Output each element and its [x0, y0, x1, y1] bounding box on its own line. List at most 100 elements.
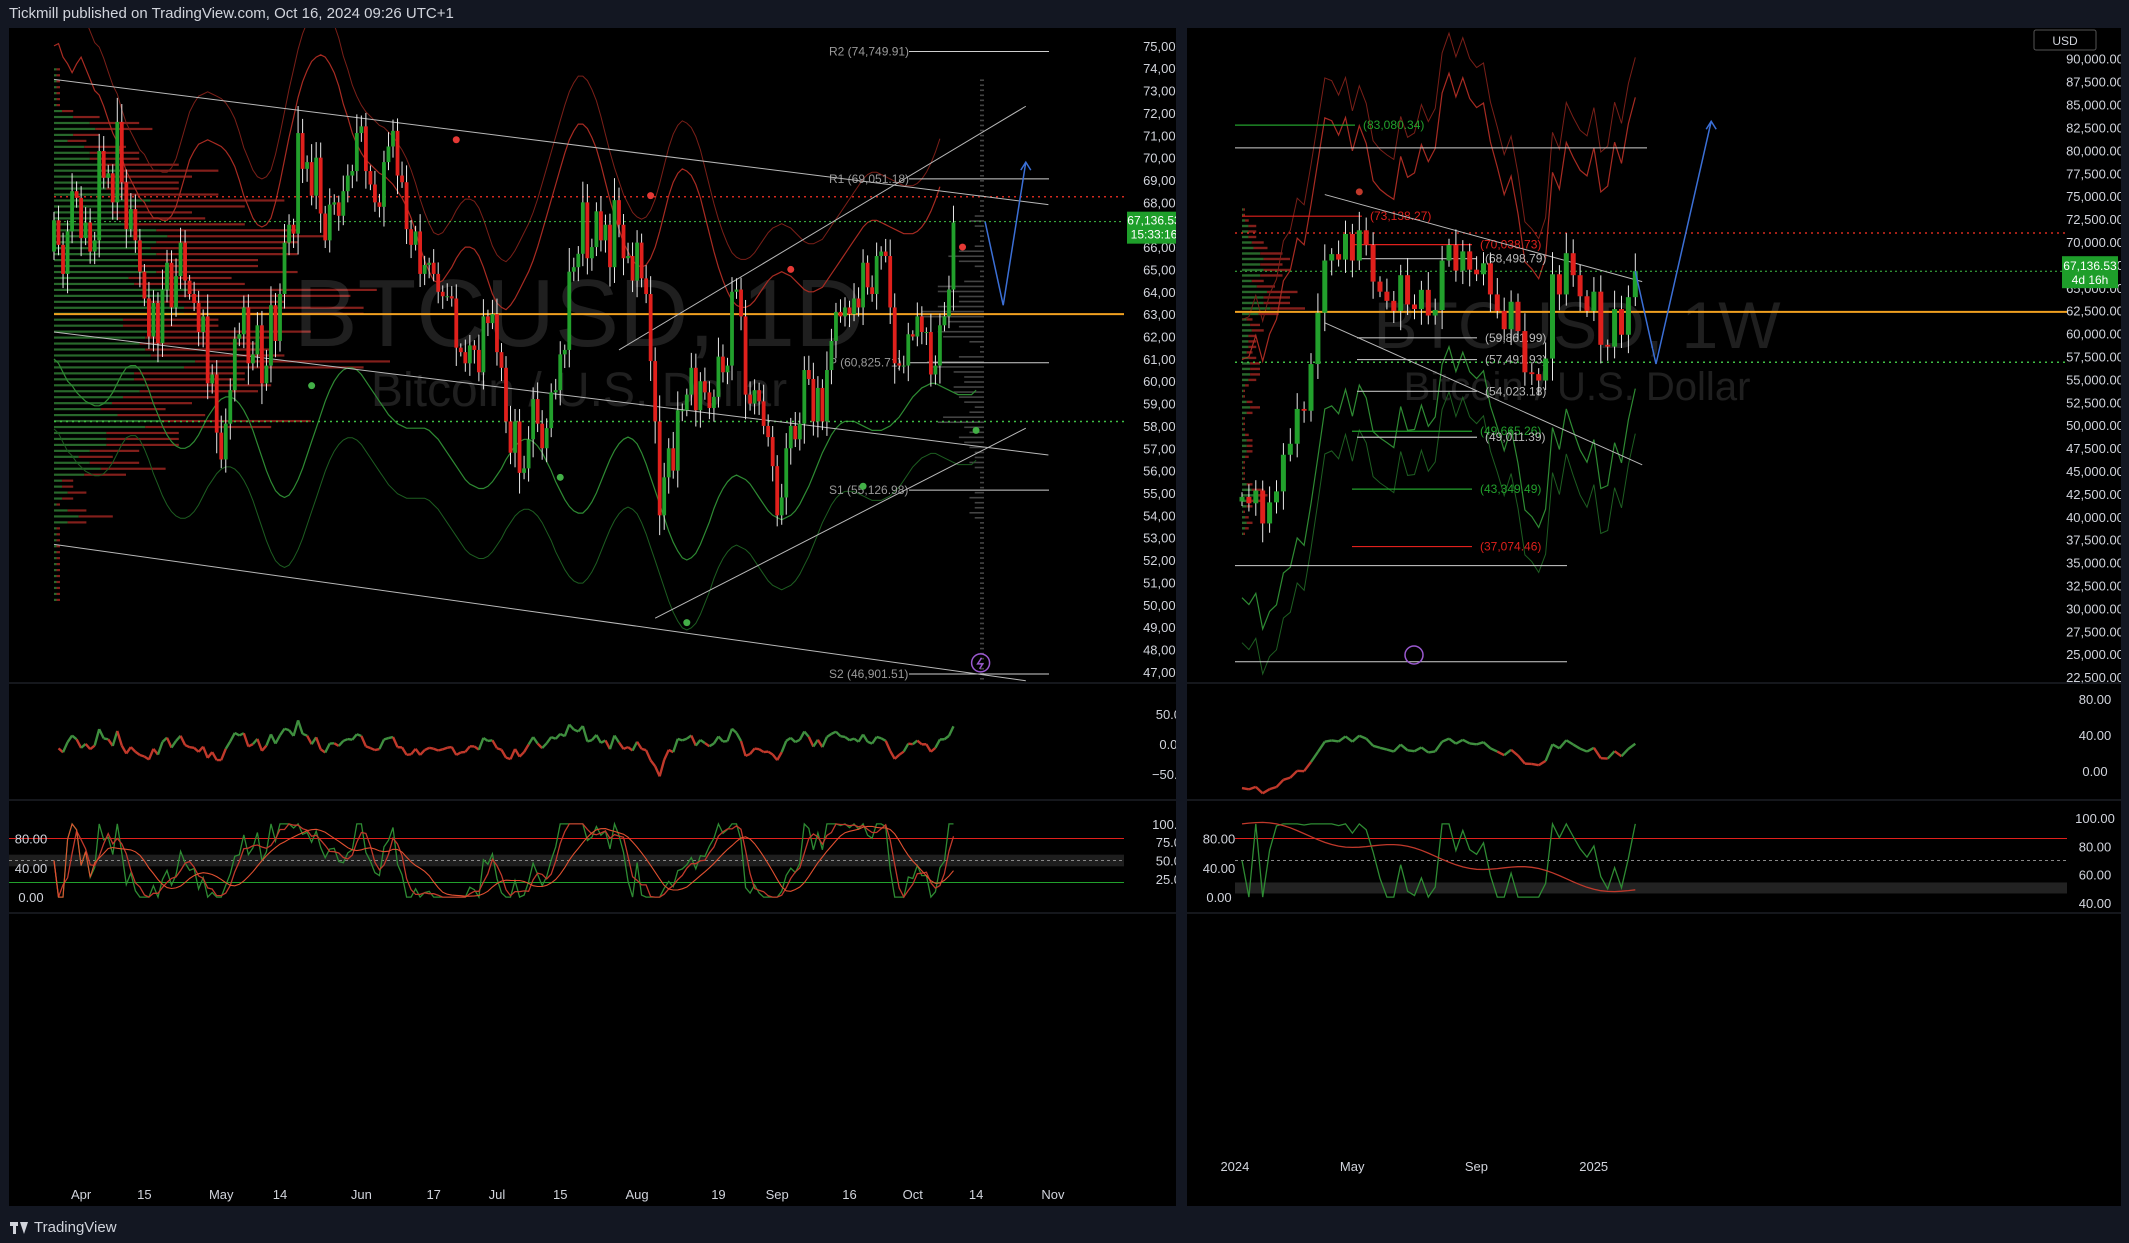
volume-profile-bar	[1242, 510, 1244, 514]
volume-profile-bar	[117, 413, 206, 417]
candle-body	[508, 421, 513, 453]
volume-profile-bar	[56, 74, 60, 77]
volume-profile-bar	[54, 259, 140, 262]
daily-chart-panel[interactable]: 75,000.00 74,000.00 73,000.00 72,000.00 71,0…	[9, 28, 1176, 1206]
time-axis-tick-label: Aug	[626, 1187, 649, 1202]
volume-profile-bar	[139, 259, 258, 262]
candle-body	[951, 222, 956, 290]
rsi-line-segment	[170, 740, 178, 749]
candle-body	[1605, 344, 1611, 347]
projection-arrow-icon	[1020, 160, 1032, 171]
price-axis-tick-label: 48,000.00	[1143, 642, 1176, 657]
session-volume-bar	[980, 612, 984, 615]
candle-body	[341, 191, 346, 216]
rsi-line-segment	[125, 746, 132, 755]
session-volume-bar	[980, 275, 984, 278]
candle-body	[589, 247, 594, 259]
volume-profile-bar	[1248, 340, 1257, 343]
volume-profile-bar	[54, 574, 57, 578]
rsi-line-segment	[663, 749, 670, 761]
price-axis-tick-label: 52,000.00	[1143, 553, 1176, 568]
daily-chart-svg[interactable]: 75,000.00 74,000.00 73,000.00 72,000.00 71,0…	[9, 28, 1176, 1206]
session-volume-bar	[980, 185, 984, 187]
candle-body	[192, 294, 197, 303]
candle-body	[133, 209, 138, 241]
rsi-line-segment	[568, 723, 575, 731]
volume-profile-bar	[54, 68, 57, 71]
volume-profile-bar	[1242, 406, 1251, 409]
session-volume-bar	[980, 657, 984, 660]
candle-body	[675, 410, 680, 471]
volume-profile-bar	[1242, 263, 1261, 266]
candle-body	[766, 425, 771, 438]
candle-body	[395, 130, 400, 176]
volume-profile-bar	[1243, 532, 1245, 536]
upper-band-line	[1241, 71, 1636, 364]
candle-body	[454, 298, 459, 348]
candle-body	[97, 150, 102, 241]
rsi-line-segment	[830, 730, 837, 735]
lightning-bolt-glyph	[976, 657, 984, 670]
rsi-line-segment	[116, 730, 123, 746]
volume-profile-bar	[1246, 483, 1253, 486]
rsi-line-segment	[636, 741, 643, 750]
volume-profile-bar	[1245, 219, 1249, 222]
candle-body	[666, 448, 671, 478]
volume-profile-bar	[1242, 257, 1264, 261]
rsi-line-segment	[672, 738, 679, 753]
volume-profile-bar	[1260, 274, 1283, 277]
volume-profile-bar	[134, 378, 245, 381]
weekly-chart-svg[interactable]: USD 90,000.00 87,500.00 85,000.00 82,500.00 8…	[1187, 28, 2121, 1206]
volume-profile-bar	[1243, 461, 1245, 464]
candle-body	[1425, 289, 1431, 316]
volume-profile-bar	[54, 92, 57, 95]
rsi-line-segment	[658, 759, 666, 777]
volume-profile-bar	[54, 431, 107, 435]
candle-body	[1612, 309, 1618, 347]
volume-profile-bar	[1250, 373, 1260, 376]
rsi-line-segment	[134, 750, 141, 757]
price-axis-tick-label: 77,500.00	[2066, 166, 2121, 181]
volume-profile-bar	[56, 80, 60, 83]
time-axis-tick-label: 15	[137, 1187, 151, 1202]
rsi-line-segment	[867, 740, 873, 745]
rsi-line-segment	[93, 728, 101, 746]
candle-body	[1267, 502, 1273, 524]
price-axis-tick-label: 57,000.00	[1143, 441, 1176, 456]
lightning-icon	[970, 653, 991, 673]
rsi-line-segment	[306, 735, 313, 745]
volume-profile-bar	[56, 551, 60, 554]
volume-profile-bar	[1250, 367, 1260, 371]
volume-profile-bar	[1242, 527, 1246, 530]
volume-profile-bar	[54, 104, 57, 107]
price-axis-tick-label: 27,500.00	[2066, 624, 2121, 639]
price-axis-tick-label: 35,000.00	[2066, 556, 2121, 571]
candle-body	[603, 224, 608, 241]
volume-profile-bar	[54, 229, 157, 232]
candle-body	[350, 171, 355, 176]
candle-body	[124, 182, 129, 230]
candle-body	[1556, 274, 1562, 295]
volume-profile-bar	[1270, 307, 1305, 310]
volume-profile-bar	[54, 330, 162, 333]
price-axis-tick-label: 62,500.00	[2066, 304, 2121, 319]
candle-body	[797, 423, 802, 440]
candle-body	[1494, 294, 1500, 311]
candle-body	[653, 361, 658, 422]
volume-profile-bar	[1256, 285, 1275, 288]
price-axis-tick-label: 75,000.00	[1143, 39, 1176, 54]
candle-body	[486, 316, 490, 324]
session-volume-bar	[980, 471, 984, 474]
candle-body	[499, 352, 504, 368]
session-volume-bar	[980, 99, 984, 102]
candle-body	[318, 157, 323, 214]
weekly-level-label: (57,491.93)	[1485, 353, 1546, 367]
rsi-line-segment	[89, 744, 96, 751]
price-axis-tick-label: 64,000.00	[1143, 285, 1176, 300]
weekly-chart-panel[interactable]: USD 90,000.00 87,500.00 85,000.00 82,500.00 8…	[1187, 28, 2121, 1206]
candle-body	[1239, 496, 1245, 502]
rsi-line-segment	[699, 738, 706, 745]
session-volume-bar	[937, 421, 984, 424]
channel-bottom-trendline	[53, 543, 1026, 682]
tradingview-logo[interactable]: TradingView	[10, 1219, 117, 1236]
